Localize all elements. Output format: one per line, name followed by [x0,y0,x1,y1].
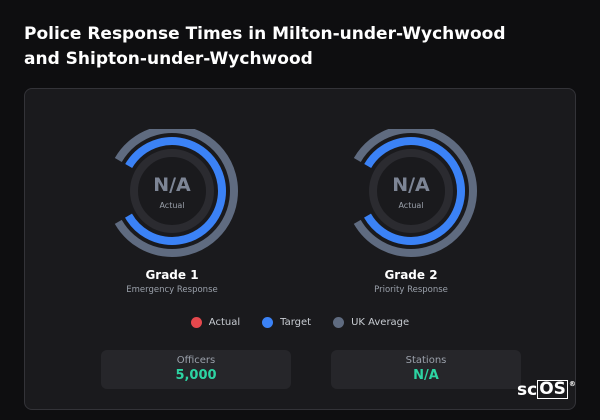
gauge-value: N/A [392,174,430,196]
gauge-caption: Actual [398,201,424,210]
gauge-sublabel: Priority Response [374,285,448,295]
uk-average-ring [106,129,238,257]
legend-item: Target [262,317,311,328]
gauge-label: Grade 2 [384,268,438,282]
page-title: Police Response Times in Milton-under-Wy… [24,24,506,69]
logo-prefix: sc [517,380,538,400]
stat-label: Officers [176,355,216,366]
gauge-caption: Actual [159,201,185,210]
card: N/A Actual Grade 1 Emergency Response N/… [24,88,576,410]
legend-swatch [262,317,274,328]
gauge: N/A Actual Grade 2 Priority Response [331,129,491,295]
gauge-value: N/A [153,174,191,196]
stat-value: 5,000 [175,368,217,383]
legend-item: Actual [190,317,241,328]
legend-label: Target [280,317,312,328]
gauge-sublabel: Emergency Response [126,285,218,295]
gauge-rings [345,129,477,257]
legend-swatch [333,317,345,328]
gauge: N/A Actual Grade 1 Emergency Response [92,129,252,295]
logo: sc OS ® [517,380,576,400]
target-ring [357,136,465,245]
gauge-label: Grade 1 [145,268,199,282]
actual-ring [130,149,214,233]
target-ring [118,136,226,245]
stat-value: N/A [413,368,439,383]
stat-label: Stations [405,355,447,366]
logo-mark: OS [537,379,568,399]
uk-average-ring [345,129,477,257]
legend-label: Actual [208,317,241,328]
legend: Actual Target UK Average [25,317,575,328]
legend-label: UK Average [351,317,410,328]
legend-item: UK Average [333,317,409,328]
legend-swatch [190,317,202,328]
stat-box: Stations N/A [331,350,521,389]
gauge-rings [106,129,238,257]
stat-box: Officers 5,000 [101,350,291,389]
actual-ring [369,149,453,233]
logo-symbol: ® [568,380,576,388]
